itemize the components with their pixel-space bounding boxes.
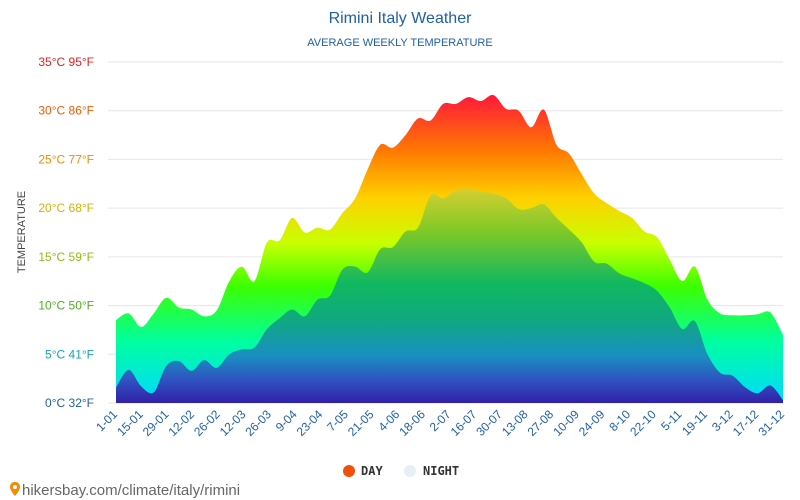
y-tick-label: 5°C 41°F (45, 347, 94, 361)
y-axis-ticks: 0°C 32°F 5°C 41°F 10°C 50°F 15°C 59°F 20°C 6… (38, 55, 94, 410)
x-tick-label: 12-02 (166, 407, 198, 439)
x-axis-ticks: 1-0115-0129-0112-0226-0212-0326-039-0423… (93, 407, 787, 439)
x-tick-label: 24-09 (576, 407, 608, 439)
x-tick-label: 21-05 (345, 407, 377, 439)
x-tick-label: 26-03 (242, 407, 274, 439)
y-tick-label: 0°C 32°F (45, 396, 94, 410)
x-tick-label: 16-07 (448, 407, 480, 439)
x-tick-label: 22-10 (627, 407, 659, 439)
source-url: hikersbay.com/climate/italy/rimini (22, 482, 240, 499)
chart-subtitle: AVERAGE WEEKLY TEMPERATURE (307, 37, 492, 49)
y-tick-label: 35°C 95°F (38, 55, 94, 69)
y-tick-label: 20°C 68°F (38, 201, 94, 215)
legend-night-marker (404, 465, 416, 477)
map-pin-icon (10, 482, 20, 496)
legend: DAY NIGHT (343, 464, 459, 478)
source-link[interactable]: hikersbay.com/climate/italy/rimini (10, 482, 240, 499)
x-tick-label: 10-09 (550, 407, 582, 439)
y-tick-label: 25°C 77°F (38, 152, 94, 166)
x-tick-label: 15-01 (114, 407, 146, 439)
x-tick-label: 17-12 (730, 407, 762, 439)
night-area (116, 188, 783, 403)
x-tick-label: 19-11 (679, 407, 710, 438)
x-tick-label: 13-08 (499, 407, 531, 439)
legend-day-label: DAY (361, 464, 383, 478)
legend-item-day[interactable]: DAY (343, 464, 383, 478)
y-tick-label: 30°C 86°F (38, 104, 94, 118)
x-tick-label: 31-12 (756, 407, 788, 439)
legend-item-night[interactable]: NIGHT (404, 464, 459, 478)
x-tick-label: 29-01 (140, 407, 172, 439)
x-tick-label: 23-04 (294, 407, 326, 439)
x-tick-label: 27-08 (525, 407, 557, 439)
legend-day-marker (343, 465, 355, 477)
x-tick-label: 12-03 (217, 407, 249, 439)
x-tick-label: 26-02 (191, 407, 223, 439)
chart-title: Rimini Italy Weather (329, 10, 473, 27)
y-axis-label: TEMPERATURE (16, 191, 28, 273)
legend-night-label: NIGHT (423, 464, 459, 478)
x-tick-label: 30-07 (473, 407, 505, 439)
y-tick-label: 10°C 50°F (38, 299, 94, 313)
y-tick-label: 15°C 59°F (38, 250, 94, 264)
x-tick-label: 18-06 (396, 407, 428, 439)
